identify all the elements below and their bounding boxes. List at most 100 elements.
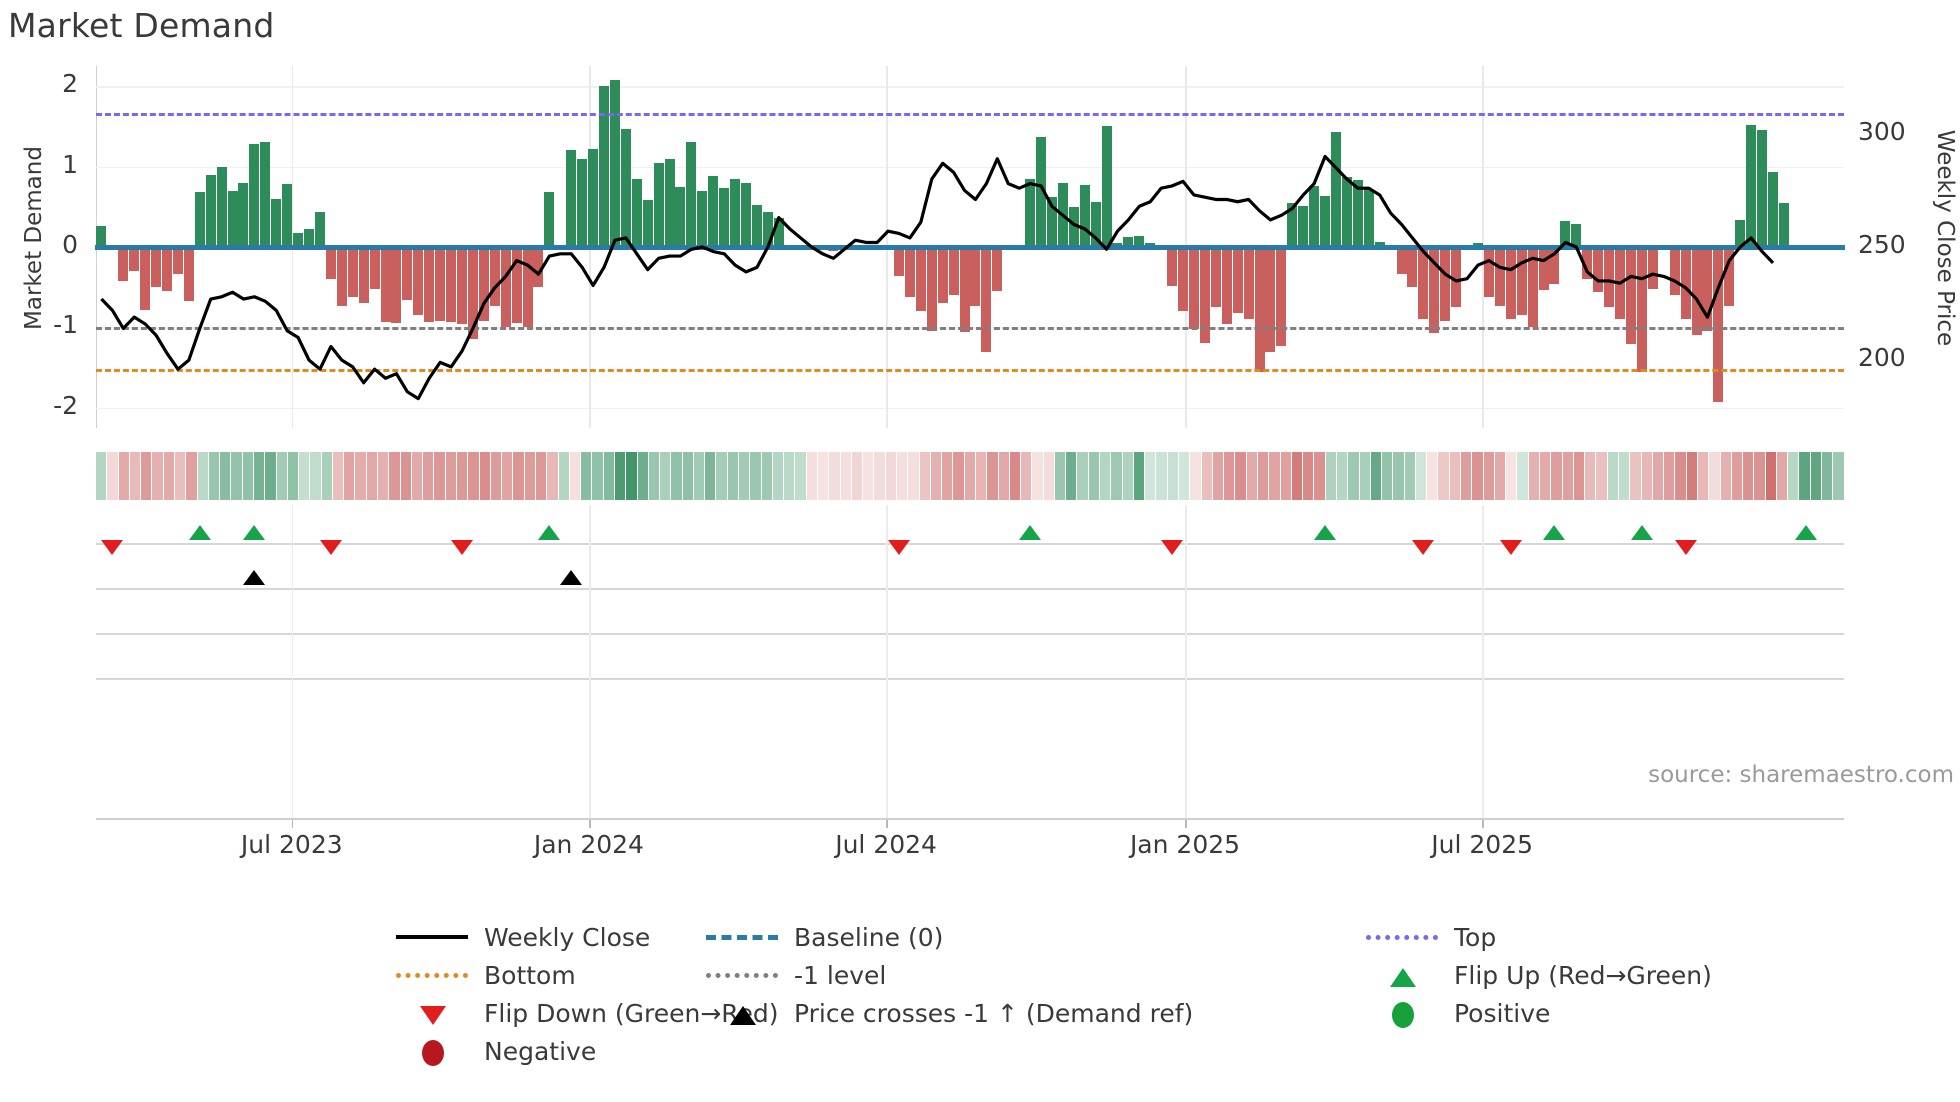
strip-cell (355, 452, 366, 500)
triangle-up-key-icon (1360, 958, 1444, 992)
strip-cell (1540, 452, 1551, 500)
baseline-segment (335, 244, 348, 250)
legend-item-label: Weekly Close (484, 922, 651, 952)
demand-bar (358, 247, 369, 303)
baseline-segment (1493, 244, 1506, 250)
legend-item[interactable]: Price crosses -1 ↑ (Demand ref) (700, 996, 1193, 1030)
baseline-segment (1362, 244, 1375, 250)
legend-item[interactable]: Flip Down (Green→Red) (390, 996, 779, 1030)
baseline-segment (936, 244, 949, 250)
baseline-segment (1144, 244, 1157, 250)
baseline-segment (1592, 244, 1605, 250)
baseline-segment (1166, 244, 1179, 250)
demand-bar (719, 188, 730, 247)
baseline-segment (652, 244, 665, 250)
strip-cell (1235, 452, 1246, 500)
legend-item[interactable]: Positive (1360, 996, 1550, 1030)
demand-bar (1713, 247, 1724, 403)
strip-cell (840, 452, 851, 500)
demand-bar (1680, 247, 1691, 320)
baseline-segment (1614, 244, 1627, 250)
strip-cell (851, 452, 863, 500)
baseline-segment (193, 244, 206, 250)
demand-bar (522, 247, 533, 327)
strip-cell (592, 452, 603, 500)
demand-bar (948, 247, 959, 296)
baseline-segment (1177, 244, 1190, 250)
legend-item[interactable]: Flip Up (Red→Green) (1360, 958, 1712, 992)
demand-bar (1341, 177, 1352, 247)
baseline-segment (281, 244, 294, 250)
strip-cell (896, 452, 908, 500)
strip-cell (378, 452, 389, 500)
legend-item[interactable]: -1 level (700, 958, 886, 992)
demand-bar (609, 79, 620, 247)
baseline-segment (259, 244, 272, 250)
strip-cell (310, 452, 321, 500)
x-gridline-lower (1185, 505, 1187, 818)
flip-up-marker (188, 525, 211, 540)
demand-bar (314, 212, 325, 247)
circle-key-icon (1360, 996, 1444, 1030)
demand-bar (970, 247, 981, 306)
demand-bar (325, 247, 336, 280)
baseline-segment (1297, 244, 1310, 250)
flip-up-marker (243, 525, 266, 540)
strip-cell (716, 452, 727, 500)
x-tick: Jan 2024 (533, 830, 644, 859)
baseline-segment (608, 244, 621, 250)
strip-cell (423, 452, 434, 500)
demand-bar (1210, 247, 1221, 308)
legend-item-label: Top (1454, 922, 1497, 952)
demand-bar (1320, 195, 1331, 247)
strip-cell (107, 452, 118, 500)
strip-cell (908, 452, 919, 500)
baseline-segment (1712, 244, 1725, 250)
baseline-segment (1723, 244, 1736, 250)
legend-item[interactable]: Negative (390, 1034, 596, 1068)
strip-cell (795, 452, 806, 500)
legend-item[interactable]: Baseline (0) (700, 920, 943, 954)
demand-bar (915, 247, 926, 312)
strip-cell (1370, 452, 1382, 500)
legend-item[interactable]: Top (1360, 920, 1496, 954)
demand-bar (697, 191, 708, 247)
dashed-line-key-icon (700, 920, 784, 954)
baseline-segment (1515, 244, 1528, 250)
x-gridline-lower (291, 505, 294, 818)
x-gridline-lower (1482, 505, 1484, 818)
legend-item[interactable]: Bottom (390, 958, 576, 992)
flip-down-marker (450, 540, 473, 555)
baseline-segment (587, 244, 600, 250)
strip-cell (987, 452, 998, 500)
demand-bar (566, 150, 577, 247)
demand-bar (1767, 172, 1778, 247)
legend-item[interactable]: Weekly Close (390, 920, 650, 954)
baseline-segment (641, 244, 654, 250)
strip-cell (1314, 452, 1325, 500)
x-tick: Jul 2024 (835, 830, 937, 859)
demand-bar (1724, 247, 1735, 306)
baseline-segment (1439, 244, 1452, 250)
y-tick-left: -1 (53, 310, 78, 340)
baseline-segment (1766, 244, 1779, 250)
strip-cell (1799, 452, 1810, 500)
strip-cell (513, 452, 524, 500)
baseline-segment (871, 244, 884, 250)
baseline-segment (1155, 244, 1168, 250)
flip-down-marker (1499, 540, 1522, 555)
legend-key-glyph (1366, 935, 1438, 940)
baseline-segment (619, 244, 632, 250)
strip-cell (637, 452, 648, 500)
strip-cell (208, 452, 220, 500)
baseline-segment (707, 244, 720, 250)
baseline-segment (1810, 244, 1823, 250)
baseline-segment (1242, 244, 1255, 250)
demand-bar (238, 182, 249, 247)
demand-bar (1494, 247, 1505, 306)
baseline-segment (532, 244, 545, 250)
strip-cell (1303, 452, 1314, 500)
baseline-segment (1329, 244, 1342, 250)
strip-cell (930, 452, 942, 500)
strip-cell (626, 452, 637, 500)
